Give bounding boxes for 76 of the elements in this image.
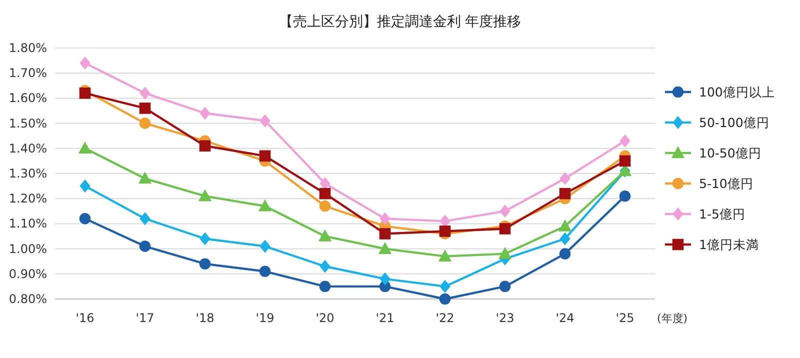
point [139,240,151,252]
point [440,215,450,228]
point [318,230,332,242]
point [380,212,390,225]
point [379,228,391,240]
x-tick-label: '21 [376,311,394,325]
point [79,213,91,224]
x-tick-label: '22 [436,311,454,325]
point [199,258,211,270]
point [200,232,210,245]
point [320,260,330,273]
point [259,150,271,162]
x-axis-title: (年度) [657,312,688,325]
point [319,188,331,200]
point [198,190,212,202]
y-tick-label: 1.70% [8,66,47,80]
x-tick-label: '17 [136,311,154,325]
y-tick-label: 1.80% [8,41,47,55]
point [200,107,210,120]
point [260,240,270,252]
point [319,280,331,292]
point [139,118,151,129]
y-tick-label: 1.60% [8,91,47,106]
point [439,226,451,237]
point [140,87,150,100]
y-tick-label: 1.20% [8,192,47,206]
point [619,190,631,202]
point [258,200,272,212]
point [439,293,451,305]
x-tick-label: '24 [556,311,574,325]
legend-label: 50-100億円 [699,115,770,130]
y-tick-label: 0.80% [8,292,47,306]
point [560,172,570,185]
point [438,250,452,262]
point [499,280,511,292]
point [559,188,571,200]
point [78,142,92,154]
legend-label: 1億円未満 [699,237,759,252]
point [260,114,270,127]
point [440,280,450,293]
point [80,180,90,192]
x-tick-label: '25 [616,311,634,325]
x-tick-label: '20 [316,311,334,325]
legend-label: 100億円以上 [699,84,775,100]
y-tick-label: 1.00% [8,242,47,256]
point [619,155,631,167]
point [380,272,390,286]
y-tick-label: 1.50% [8,116,47,130]
point [138,172,152,184]
legend-label: 1-5億円 [699,206,746,222]
y-tick-label: 1.40% [8,141,47,156]
point [558,220,572,232]
point [80,56,90,70]
y-tick-label: 1.30% [8,166,47,180]
point [560,232,570,245]
y-tick-label: 0.90% [8,266,47,281]
x-tick-label: '19 [256,311,274,325]
x-tick-label: '18 [196,311,214,325]
point [79,88,91,99]
point [500,205,510,218]
x-tick-label: '16 [76,311,94,325]
legend-label: 5-10億円 [699,176,754,191]
point [499,223,511,234]
point [378,242,392,254]
legend-label: 10-50億円 [699,146,762,160]
point [498,248,512,259]
point [140,212,150,225]
point [559,248,571,260]
point [259,266,271,278]
chart-title: 【売上区分別】推定調達金利 年度推移 [278,14,522,30]
x-tick-label: '23 [496,311,514,325]
point [139,102,151,114]
point [620,134,630,148]
point [319,200,331,212]
y-tick-label: 1.10% [8,216,47,231]
point [199,140,211,152]
